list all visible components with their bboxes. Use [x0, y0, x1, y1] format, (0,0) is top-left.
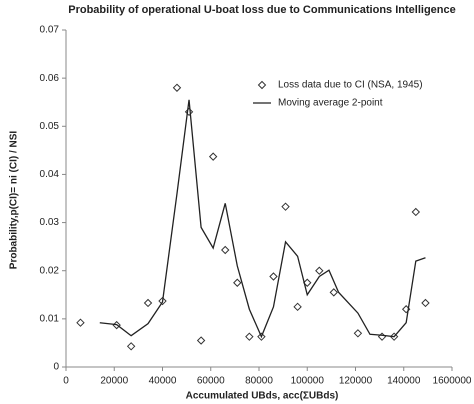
y-tick-label: 0.05 — [40, 121, 60, 132]
x-tick-label: 100000 — [291, 376, 325, 387]
data-point — [196, 336, 206, 345]
legend-label: Loss data due to CI (NSA, 1945) — [278, 80, 423, 91]
data-point — [353, 329, 363, 338]
data-point — [245, 332, 254, 341]
data-point — [221, 245, 230, 255]
y-tick-label: 0.02 — [40, 265, 60, 276]
y-tick-label: 0.04 — [40, 169, 60, 180]
data-point — [76, 318, 85, 327]
legend-marker — [257, 80, 267, 90]
legend-label: Moving average 2-point — [278, 98, 383, 109]
data-point — [293, 302, 302, 312]
x-tick-label: 1600000 — [433, 376, 472, 387]
x-tick-label: 80000 — [245, 376, 273, 387]
data-point — [233, 278, 242, 287]
y-axis-title: Probability,p(CI)= ni (CI) / NSI — [9, 131, 20, 270]
x-axis-title: Accumulated UBds, acc(ΣUBds) — [186, 391, 339, 402]
data-point — [269, 272, 278, 281]
x-tick-label: 0 — [63, 376, 69, 387]
data-point — [126, 342, 136, 351]
x-tick-label: 40000 — [149, 376, 177, 387]
y-tick-label: 0.01 — [40, 313, 60, 324]
x-tick-label: 20000 — [100, 376, 128, 387]
line — [99, 99, 426, 339]
data-point — [421, 298, 430, 308]
x-tick-label: 60000 — [197, 376, 225, 387]
chart-title: Probability of operational U-boat loss d… — [68, 4, 455, 16]
data-point — [143, 298, 153, 308]
data-point — [303, 278, 312, 287]
data-point — [377, 332, 387, 341]
x-tick-label: 120000 — [339, 376, 373, 387]
y-tick-label: 0.03 — [40, 217, 60, 228]
x-tick-label: 140000 — [387, 376, 421, 387]
y-tick-label: 0.06 — [40, 73, 60, 84]
y-tick-label: 0 — [53, 362, 59, 373]
data-point — [208, 152, 218, 161]
data-point — [329, 288, 338, 297]
data-point — [411, 207, 421, 217]
y-tick-label: 0.07 — [40, 25, 60, 36]
data-point — [281, 202, 290, 211]
data-point — [172, 83, 182, 92]
data-point — [315, 266, 324, 275]
